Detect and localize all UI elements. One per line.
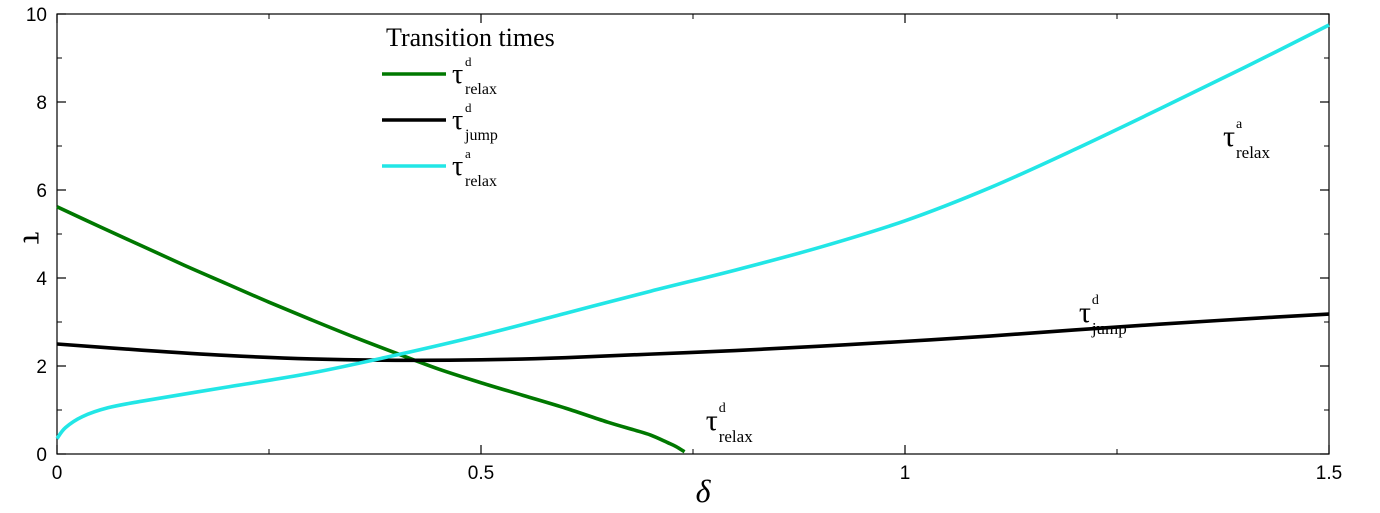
curve-annotation-0: τ a relax bbox=[1223, 117, 1270, 162]
y-tick-label: 6 bbox=[36, 181, 47, 202]
legend-label-2-sup: a bbox=[465, 146, 471, 161]
curve-annotation-0-symbol: τ bbox=[1223, 120, 1235, 153]
curve-annotation-1-symbol: τ bbox=[1079, 296, 1091, 329]
plot-frame bbox=[56, 13, 1330, 455]
curve-annotation-2-sub: relax bbox=[719, 427, 753, 446]
y-tick-label: 4 bbox=[36, 269, 47, 290]
y-tick-label: 8 bbox=[36, 93, 47, 114]
curve-annotation-0-sup: a bbox=[1236, 117, 1243, 132]
legend-label-0-sup: d bbox=[465, 54, 472, 69]
legend-label-0-symbol: τ bbox=[452, 59, 463, 90]
axes: 0 0.5 1 1.5 0 2 4 6 8 10 bbox=[26, 5, 1342, 484]
series-group bbox=[55, 23, 1330, 454]
plot-area bbox=[56, 13, 1330, 455]
legend-title: Transition times bbox=[386, 23, 555, 52]
legend-label-1: τ d jump bbox=[452, 100, 498, 144]
curve-annotation-1-sup: d bbox=[1092, 293, 1099, 308]
legend-label-1-sup: d bbox=[465, 100, 472, 115]
legend-label-0: τ d relax bbox=[452, 54, 497, 98]
curve-annotation-1: τ d jump bbox=[1079, 293, 1127, 338]
y-axis-label: τ bbox=[17, 232, 53, 245]
legend-label-2-sub: relax bbox=[465, 173, 497, 190]
y-tick-label: 10 bbox=[26, 5, 47, 26]
y-tick-label: 0 bbox=[36, 445, 47, 466]
x-tick-label: 1.5 bbox=[1316, 463, 1342, 484]
legend-label-2-symbol: τ bbox=[452, 151, 463, 182]
series-tau-d-relax-line bbox=[56, 205, 686, 454]
legend-label-2: τ a relax bbox=[452, 146, 497, 190]
series-tau-a-relax-line bbox=[55, 23, 1330, 440]
x-tick-label: 0.5 bbox=[468, 463, 494, 484]
series-tau-d-jump-line bbox=[56, 312, 1330, 363]
legend-label-1-sub: jump bbox=[464, 127, 498, 144]
x-tick-label: 1 bbox=[900, 463, 911, 484]
x-tick-label: 0 bbox=[52, 463, 63, 484]
curve-annotation-2-symbol: τ bbox=[706, 404, 718, 437]
y-tick-label: 2 bbox=[36, 357, 47, 378]
x-axis-label: δ bbox=[696, 473, 712, 509]
legend-label-1-symbol: τ bbox=[452, 105, 463, 136]
curve-annotation-0-sub: relax bbox=[1236, 143, 1270, 162]
curve-annotation-2-sup: d bbox=[719, 401, 726, 416]
curve-annotation-2: τ d relax bbox=[706, 401, 753, 446]
curve-annotation-1-sub: jump bbox=[1091, 319, 1127, 338]
legend-label-0-sub: relax bbox=[465, 81, 497, 98]
